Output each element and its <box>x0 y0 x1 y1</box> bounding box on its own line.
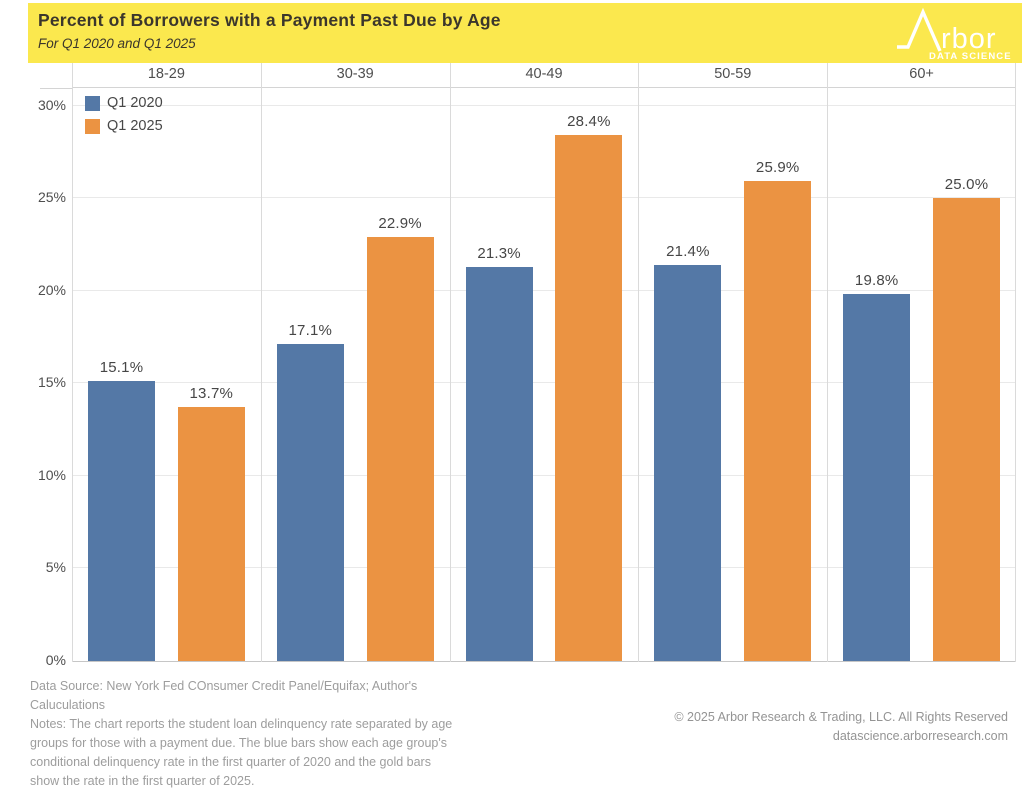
copyright-line: © 2025 Arbor Research & Trading, LLC. Al… <box>674 710 1008 724</box>
y-tick-label: 5% <box>45 559 66 576</box>
gridline <box>72 567 1016 569</box>
bar-value-label: 17.1% <box>288 322 333 340</box>
bar <box>744 181 812 661</box>
bar-value-label: 13.7% <box>189 385 234 403</box>
y-tick-label: 0% <box>45 652 66 668</box>
bar-value-label: 25.0% <box>944 176 989 194</box>
gridline <box>72 197 1016 199</box>
gridline <box>72 104 1016 106</box>
footnote-line: Notes: The chart reports the student loa… <box>30 717 453 731</box>
bar <box>843 294 911 661</box>
y-tick-label: 15% <box>37 374 66 391</box>
bar-value-label: 28.4% <box>567 113 611 131</box>
bar <box>276 344 344 661</box>
y-tick-label: 30% <box>37 96 66 113</box>
bar <box>177 407 245 661</box>
footnote-line: conditional delinquency rate in the firs… <box>30 755 431 769</box>
bar <box>465 266 533 661</box>
chart-title: Percent of Borrowers with a Payment Past… <box>38 10 501 30</box>
footnote-line: Caluculations <box>30 698 106 712</box>
legend-swatch <box>85 95 100 111</box>
legend-item: Q1 2020 <box>85 95 163 111</box>
gridline <box>72 382 1016 384</box>
category-label: 50-59 <box>714 66 752 82</box>
bar-value-label: 21.3% <box>477 244 521 262</box>
category-label: 18-29 <box>147 66 185 82</box>
footnote-line: Data Source: New York Fed COnsumer Credi… <box>30 679 418 693</box>
copyright-line: datascience.arborresearch.com <box>832 729 1008 743</box>
chart-subtitle: For Q1 2020 and Q1 2025 <box>38 36 196 51</box>
title-banner: Percent of Borrowers with a Payment Past… <box>28 3 1022 63</box>
category-header-row: 18-29 30-39 40-49 50-59 60+ <box>72 63 1016 88</box>
category-label: 60+ <box>909 66 934 82</box>
legend-item: Q1 2025 <box>85 118 163 134</box>
gridline <box>72 289 1016 291</box>
logo-peak-icon <box>897 7 942 52</box>
arbor-logo: rbor DATA SCIENCE <box>894 7 1014 62</box>
legend: Q1 2020 Q1 2025 <box>85 95 163 141</box>
plot-area: Q1 2020 Q1 2025 15.1% 17.1% 21.3% 21.4% 19.8%… <box>72 88 1016 662</box>
legend-label: Q1 2020 <box>107 95 163 111</box>
bar-value-label: 22.9% <box>378 214 422 232</box>
bar-value-label: 15.1% <box>99 359 144 377</box>
logo-tagline: DATA SCIENCE <box>929 51 1012 61</box>
footnote-line: show the rate in the first quarter of 20… <box>30 774 255 788</box>
category-label: 30-39 <box>336 66 374 82</box>
footnote-line: groups for those with a payment due. The… <box>30 736 447 750</box>
bar-value-label: 25.9% <box>755 159 800 177</box>
bar <box>366 236 434 661</box>
y-tick-label: 10% <box>37 466 66 483</box>
arbor-logo-graphic: rbor DATA SCIENCE <box>897 7 1012 62</box>
legend-swatch <box>85 118 100 134</box>
footnote-block: Data Source: New York Fed COnsumer Credi… <box>30 677 550 791</box>
copyright-block: © 2025 Arbor Research & Trading, LLC. Al… <box>558 708 1008 746</box>
bar <box>88 381 155 661</box>
bar <box>933 198 1000 661</box>
bar <box>654 264 722 661</box>
bar-value-label: 19.8% <box>854 272 899 290</box>
chart-area: 18-29 30-39 40-49 50-59 60+ Q1 2020 Q1 2025 1… <box>72 63 1016 662</box>
logo-wordmark: rbor <box>941 23 997 55</box>
bar <box>555 135 623 661</box>
y-tick-label: 20% <box>37 281 66 298</box>
gridline <box>72 474 1016 476</box>
category-label: 40-49 <box>525 66 563 82</box>
y-tick-label: 25% <box>37 189 66 206</box>
legend-label: Q1 2025 <box>107 118 163 134</box>
bar-value-label: 21.4% <box>666 242 710 260</box>
axis-header-underline <box>40 88 72 89</box>
